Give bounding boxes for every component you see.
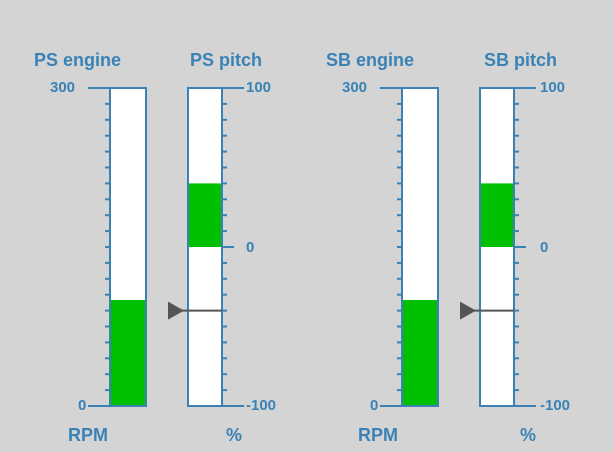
- sb-pitch-max-label: 100: [540, 79, 566, 96]
- ps-pitch-unit: %: [226, 425, 243, 445]
- sb-engine-unit: RPM: [358, 425, 398, 445]
- ps-engine-fill: [110, 300, 146, 406]
- ps-engine-max-label: 300: [50, 79, 76, 96]
- ps-pitch-fill: [188, 183, 222, 247]
- sb-pitch-min-label: -100: [540, 397, 571, 414]
- sb-pitch-title: SB pitch: [484, 50, 558, 70]
- ps-engine-title: PS engine: [34, 50, 122, 70]
- sb-engine-max-label: 300: [342, 79, 368, 96]
- ps-pitch-min-label: -100: [246, 397, 277, 414]
- ps-engine-min-label: 0: [78, 397, 87, 414]
- ps-pitch-mid-label: 0: [246, 239, 255, 256]
- sb-pitch-fill: [480, 183, 514, 247]
- sb-engine-fill: [402, 300, 438, 406]
- sb-engine-min-label: 0: [370, 397, 379, 414]
- sb-engine-title: SB engine: [326, 50, 415, 70]
- ps-pitch-title: PS pitch: [190, 50, 263, 70]
- sb-pitch-mid-label: 0: [540, 239, 549, 256]
- triangle-pointer-icon: [460, 301, 476, 320]
- ps-pitch-max-label: 100: [246, 79, 272, 96]
- triangle-pointer-icon: [168, 301, 184, 320]
- ps-engine-unit: RPM: [68, 425, 108, 445]
- sb-pitch-unit: %: [520, 425, 537, 445]
